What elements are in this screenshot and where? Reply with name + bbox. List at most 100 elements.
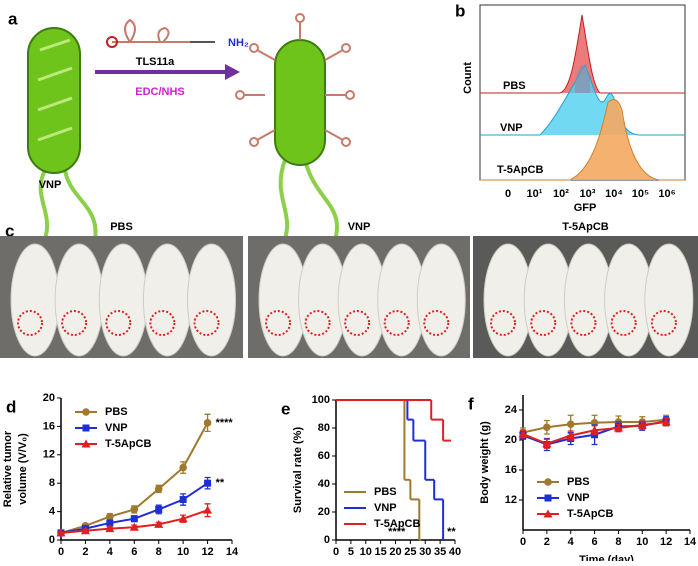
- x-tick-label: 12: [201, 546, 213, 558]
- amine-label: NH₂: [228, 37, 249, 49]
- marker: [129, 522, 139, 531]
- x-axis-label: GFP: [574, 202, 597, 214]
- marker: [542, 439, 552, 448]
- legend-label: T-5ApCB: [105, 438, 152, 450]
- sample-label: PBS: [503, 80, 526, 92]
- marker: [106, 519, 114, 527]
- marker: [544, 494, 552, 502]
- modified-bacterium: [235, 13, 355, 251]
- group-label: T-5ApCB: [562, 221, 609, 233]
- legend-label: T-5ApCB: [374, 518, 421, 530]
- tumor-outline: [650, 310, 677, 336]
- x-tick-label: 20: [389, 546, 401, 558]
- mouse: [10, 243, 60, 357]
- marker: [566, 431, 576, 439]
- tumor-outline: [265, 310, 291, 336]
- y-tick-label: 12: [43, 449, 55, 461]
- x-tick-label: 0: [505, 188, 511, 200]
- x-tick-label: 10: [636, 536, 648, 548]
- x-tick-label: 10: [360, 546, 372, 558]
- group-label: PBS: [110, 221, 133, 233]
- panel-label: a: [8, 9, 18, 28]
- x-tick-label: 15: [375, 546, 387, 558]
- mouse: [142, 243, 192, 357]
- x-tick-label: 35: [434, 546, 446, 558]
- marker: [179, 463, 187, 472]
- tumor-outline: [149, 310, 176, 336]
- x-tick-label: 5: [348, 546, 354, 558]
- legend-label: VNP: [567, 492, 590, 504]
- marker: [130, 505, 139, 514]
- marker: [155, 505, 163, 513]
- marker: [203, 505, 213, 514]
- histogram-trace: [480, 99, 685, 181]
- marker: [179, 496, 187, 504]
- marker: [204, 479, 212, 487]
- panel-label: d: [6, 397, 16, 416]
- marker: [637, 420, 647, 429]
- tumor-outline: [344, 310, 371, 336]
- tumor-outline: [61, 310, 88, 336]
- marker: [82, 424, 90, 432]
- marker: [661, 417, 671, 426]
- x-tick-label: 10: [177, 546, 189, 558]
- tumor-outline: [610, 310, 637, 336]
- x-tick-label: 4: [107, 546, 114, 558]
- marker: [82, 408, 90, 416]
- mouse: [416, 243, 466, 357]
- x-tick-label: 0: [58, 546, 64, 558]
- panel-label: b: [455, 1, 465, 20]
- tumor-outline: [490, 310, 516, 336]
- condition-label: EDC/NHS: [135, 86, 185, 98]
- y-tick-label: 16: [505, 464, 517, 476]
- tumor-outline: [193, 310, 220, 336]
- marker: [590, 425, 600, 434]
- tumor-outline: [530, 310, 557, 336]
- marker: [106, 512, 114, 521]
- overlap: [575, 64, 590, 93]
- bacterium-label: VNP: [39, 179, 62, 191]
- y-axis-label: Count: [462, 62, 474, 94]
- marker: [203, 419, 212, 427]
- sample-label: T-5ApCB: [497, 164, 544, 176]
- x-tick-label: 30: [419, 546, 431, 558]
- y-tick-label: 100: [312, 394, 330, 406]
- x-tick-label: 14: [226, 546, 239, 558]
- y-tick-label: 20: [43, 392, 55, 404]
- panel-label: e: [281, 399, 290, 418]
- y-axis-label: volume (V/V₀): [17, 433, 29, 505]
- histogram-trace: [480, 14, 685, 94]
- panel-label: c: [5, 221, 14, 240]
- bacterium: [27, 27, 98, 251]
- tumor-outline: [17, 310, 43, 336]
- marker: [543, 423, 551, 432]
- marker: [613, 423, 623, 432]
- y-tick-label: 40: [318, 478, 330, 490]
- legend-label: PBS: [374, 486, 397, 498]
- significance: **: [216, 477, 225, 489]
- x-tick-label: 10³: [580, 188, 596, 200]
- arrowhead: [225, 64, 240, 80]
- y-tick-label: 8: [49, 477, 55, 489]
- marker: [154, 519, 164, 528]
- marker: [105, 524, 115, 533]
- mouse: [54, 243, 104, 357]
- y-tick-label: 12: [505, 494, 517, 506]
- marker: [56, 528, 66, 537]
- significance: **: [447, 526, 456, 538]
- x-tick-label: 10¹: [527, 188, 543, 200]
- y-axis-label: Relative tumor: [2, 430, 14, 507]
- x-tick-label: 8: [615, 536, 621, 548]
- y-tick-label: 24: [505, 404, 518, 416]
- x-tick-label: 8: [156, 546, 162, 558]
- legend-label: T-5ApCB: [567, 508, 614, 520]
- x-tick-label: 10⁴: [605, 188, 623, 200]
- marker: [178, 514, 188, 523]
- tumor-outline: [304, 310, 331, 336]
- y-tick-label: 0: [324, 534, 330, 546]
- y-tick-label: 16: [43, 420, 55, 432]
- marker: [81, 439, 91, 448]
- y-tick-label: 4: [49, 506, 56, 518]
- tumor-outline: [383, 310, 410, 336]
